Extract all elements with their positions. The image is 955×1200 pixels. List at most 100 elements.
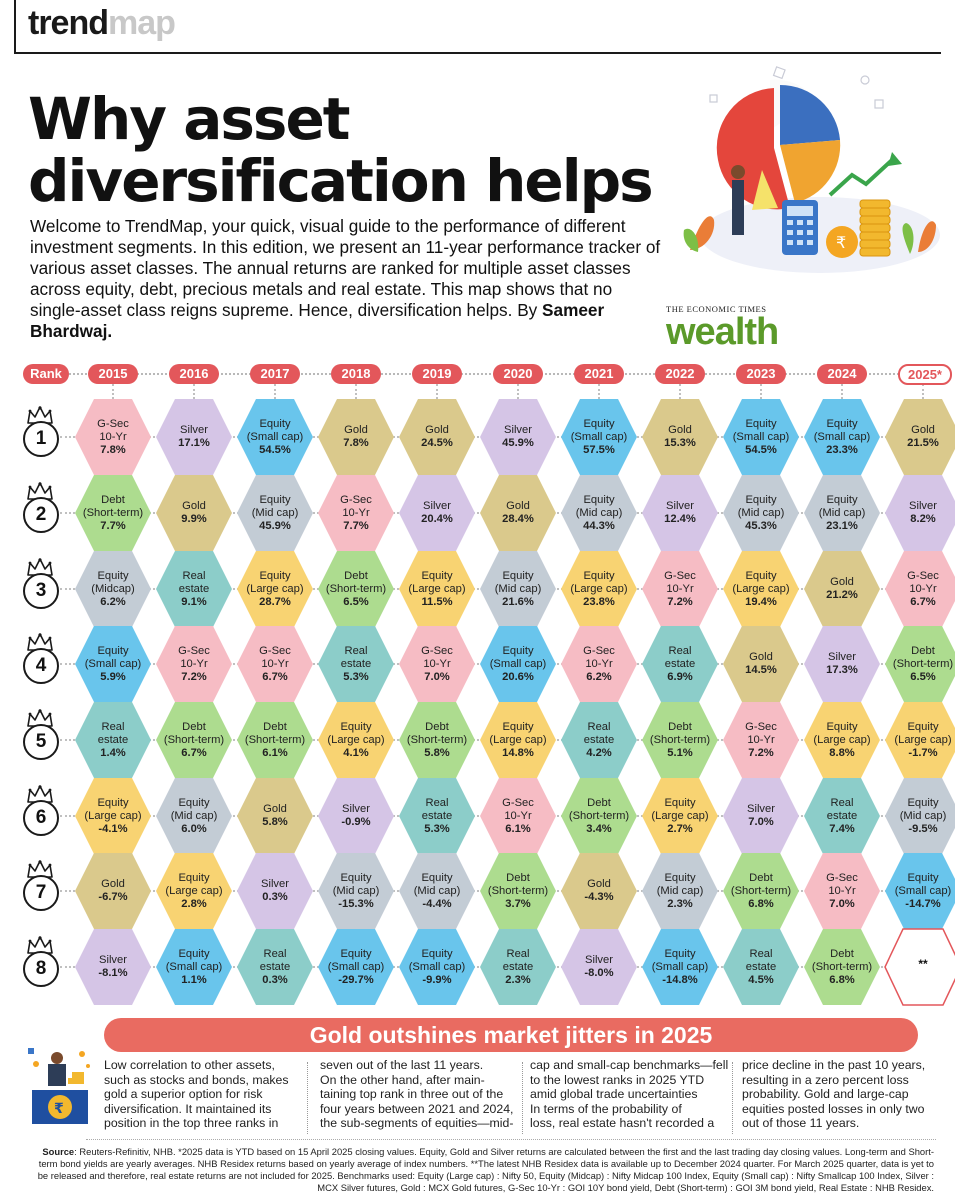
asset-return: -9.9%: [422, 973, 452, 986]
asset-return: 14.8%: [502, 746, 534, 759]
svg-text:₹: ₹: [54, 1101, 64, 1117]
asset-label: Equity (Small cap): [894, 871, 952, 897]
asset-label: Equity (Large cap): [651, 796, 709, 822]
asset-return: 4.1%: [343, 746, 369, 759]
asset-label: Equity (Mid cap): [332, 871, 380, 897]
year-header: 2025*: [898, 364, 952, 385]
asset-cell: Equity (Midcap) 6.2%: [75, 551, 151, 627]
asset-label: Silver: [909, 500, 937, 512]
rank-number: 7: [23, 875, 59, 911]
rank-medal: 8: [22, 935, 60, 995]
asset-label: Equity (Mid cap): [251, 493, 299, 519]
asset-cell: Equity (Large cap) 23.8%: [561, 551, 637, 627]
na-value: **: [918, 957, 928, 971]
asset-cell: Debt (Short-term) 6.5%: [885, 626, 955, 702]
asset-cell: Equity (Large cap) 2.8%: [156, 853, 232, 929]
asset-return: 21.5%: [907, 437, 939, 449]
asset-label: Gold: [506, 500, 530, 512]
asset-return: 7.4%: [829, 822, 855, 835]
brand-part-1: trend: [28, 4, 109, 42]
cell-content: Silver -0.9%: [321, 803, 391, 829]
cell-content: Gold 15.3%: [645, 424, 715, 450]
asset-cell: Gold 15.3%: [642, 399, 718, 475]
column-divider: [307, 1062, 308, 1134]
asset-cell: Equity (Small cap) 54.5%: [237, 399, 313, 475]
cell-content: Gold 7.8%: [321, 424, 391, 450]
cell-content: Gold -4.3%: [564, 878, 634, 904]
crown-icon: [27, 558, 53, 576]
asset-return: -4.1%: [98, 822, 128, 835]
asset-return: 2.8%: [181, 897, 207, 910]
svg-text:₹: ₹: [836, 233, 846, 252]
asset-label: G-Sec 10-Yr: [421, 644, 453, 670]
cell-content: Equity (Large cap) -4.1%: [78, 797, 148, 836]
asset-return: 6.8%: [748, 897, 774, 910]
cell-content: Silver -8.1%: [78, 954, 148, 980]
asset-return: 21.2%: [826, 589, 858, 601]
cell-content: Silver 8.2%: [888, 500, 955, 526]
cell-content: Equity (Small cap) 54.5%: [726, 418, 796, 457]
cell-content: Silver 45.9%: [483, 424, 553, 450]
asset-cell: Silver 20.4%: [399, 475, 475, 551]
asset-return: 6.1%: [505, 822, 531, 835]
cell-content: Equity (Mid cap) 45.9%: [240, 494, 310, 533]
asset-cell: Debt (Short-term) 6.8%: [723, 853, 799, 929]
asset-label: Gold: [587, 878, 611, 890]
asset-label: G-Sec 10-Yr: [178, 644, 210, 670]
asset-label: Equity (Large cap): [813, 720, 871, 746]
cell-content: Gold 24.5%: [402, 424, 472, 450]
cell-content: Equity (Small cap) -29.7%: [321, 948, 391, 987]
asset-label: Equity (Mid cap): [170, 796, 218, 822]
asset-return: 6.8%: [829, 973, 855, 986]
asset-label: Equity (Mid cap): [899, 796, 947, 822]
rank-medal: 5: [22, 708, 60, 768]
asset-label: Equity (Mid cap): [656, 871, 704, 897]
rank-number: 4: [23, 648, 59, 684]
cell-content: Gold 5.8%: [240, 803, 310, 829]
cell-content: Silver 20.4%: [402, 500, 472, 526]
asset-return: 6.1%: [262, 746, 288, 759]
cell-content: Equity (Midcap) 6.2%: [78, 570, 148, 609]
asset-return: 3.7%: [505, 897, 531, 910]
asset-cell: G-Sec 10-Yr 7.0%: [804, 853, 880, 929]
asset-label: Equity (Small cap): [165, 947, 223, 973]
crown-icon: [27, 633, 53, 651]
asset-cell: Equity (Large cap) 19.4%: [723, 551, 799, 627]
asset-cell: Equity (Mid cap) -15.3%: [318, 853, 394, 929]
asset-label: Debt (Short-term): [730, 871, 792, 897]
cell-content: Silver 7.0%: [726, 803, 796, 829]
asset-return: 8.2%: [910, 513, 936, 525]
asset-label: Equity (Large cap): [84, 796, 142, 822]
cell-content: Debt (Short-term) 7.7%: [78, 494, 148, 533]
cell-content: Equity (Mid cap) 21.6%: [483, 570, 553, 609]
asset-cell: Debt (Short-term) 6.5%: [318, 551, 394, 627]
cell-content: Equity (Small cap) 23.3%: [807, 418, 877, 457]
asset-cell: Debt (Short-term) 5.1%: [642, 702, 718, 778]
cell-content: G-Sec 10-Yr 7.8%: [78, 418, 148, 457]
asset-cell: Equity (Small cap) 57.5%: [561, 399, 637, 475]
year-header: 2020: [493, 364, 543, 384]
asset-cell: G-Sec 10-Yr 7.0%: [399, 626, 475, 702]
cell-content: Equity (Mid cap) -4.4%: [402, 872, 472, 911]
asset-return: 57.5%: [583, 443, 615, 456]
source-text: : Reuters-Refinitiv, NHB. *2025 data is …: [37, 1146, 934, 1193]
asset-label: G-Sec 10-Yr: [907, 569, 939, 595]
column-divider: [732, 1062, 733, 1134]
asset-return: 4.5%: [748, 973, 774, 986]
asset-return: 2.7%: [667, 822, 693, 835]
asset-cell: Real estate 9.1%: [156, 551, 232, 627]
cell-content: Equity (Small cap) -14.7%: [888, 872, 955, 911]
commentary-col-3: cap and small-cap benchmarks—fell to the…: [530, 1058, 729, 1130]
rank-medal: 3: [22, 557, 60, 617]
cell-content: Equity (Mid cap) -9.5%: [888, 797, 955, 836]
asset-cell: Gold 5.8%: [237, 778, 313, 854]
asset-return: -8.0%: [584, 967, 614, 979]
asset-return: 7.2%: [748, 746, 774, 759]
asset-label: Silver: [585, 954, 613, 966]
asset-return: 9.9%: [181, 513, 207, 525]
rank-number: 3: [23, 573, 59, 609]
asset-return: 44.3%: [583, 519, 615, 532]
commentary-columns: Low correlation to other assets, such as…: [102, 1058, 925, 1140]
asset-cell: Silver 17.1%: [156, 399, 232, 475]
page-title: Why asset diversification helps: [28, 85, 654, 215]
